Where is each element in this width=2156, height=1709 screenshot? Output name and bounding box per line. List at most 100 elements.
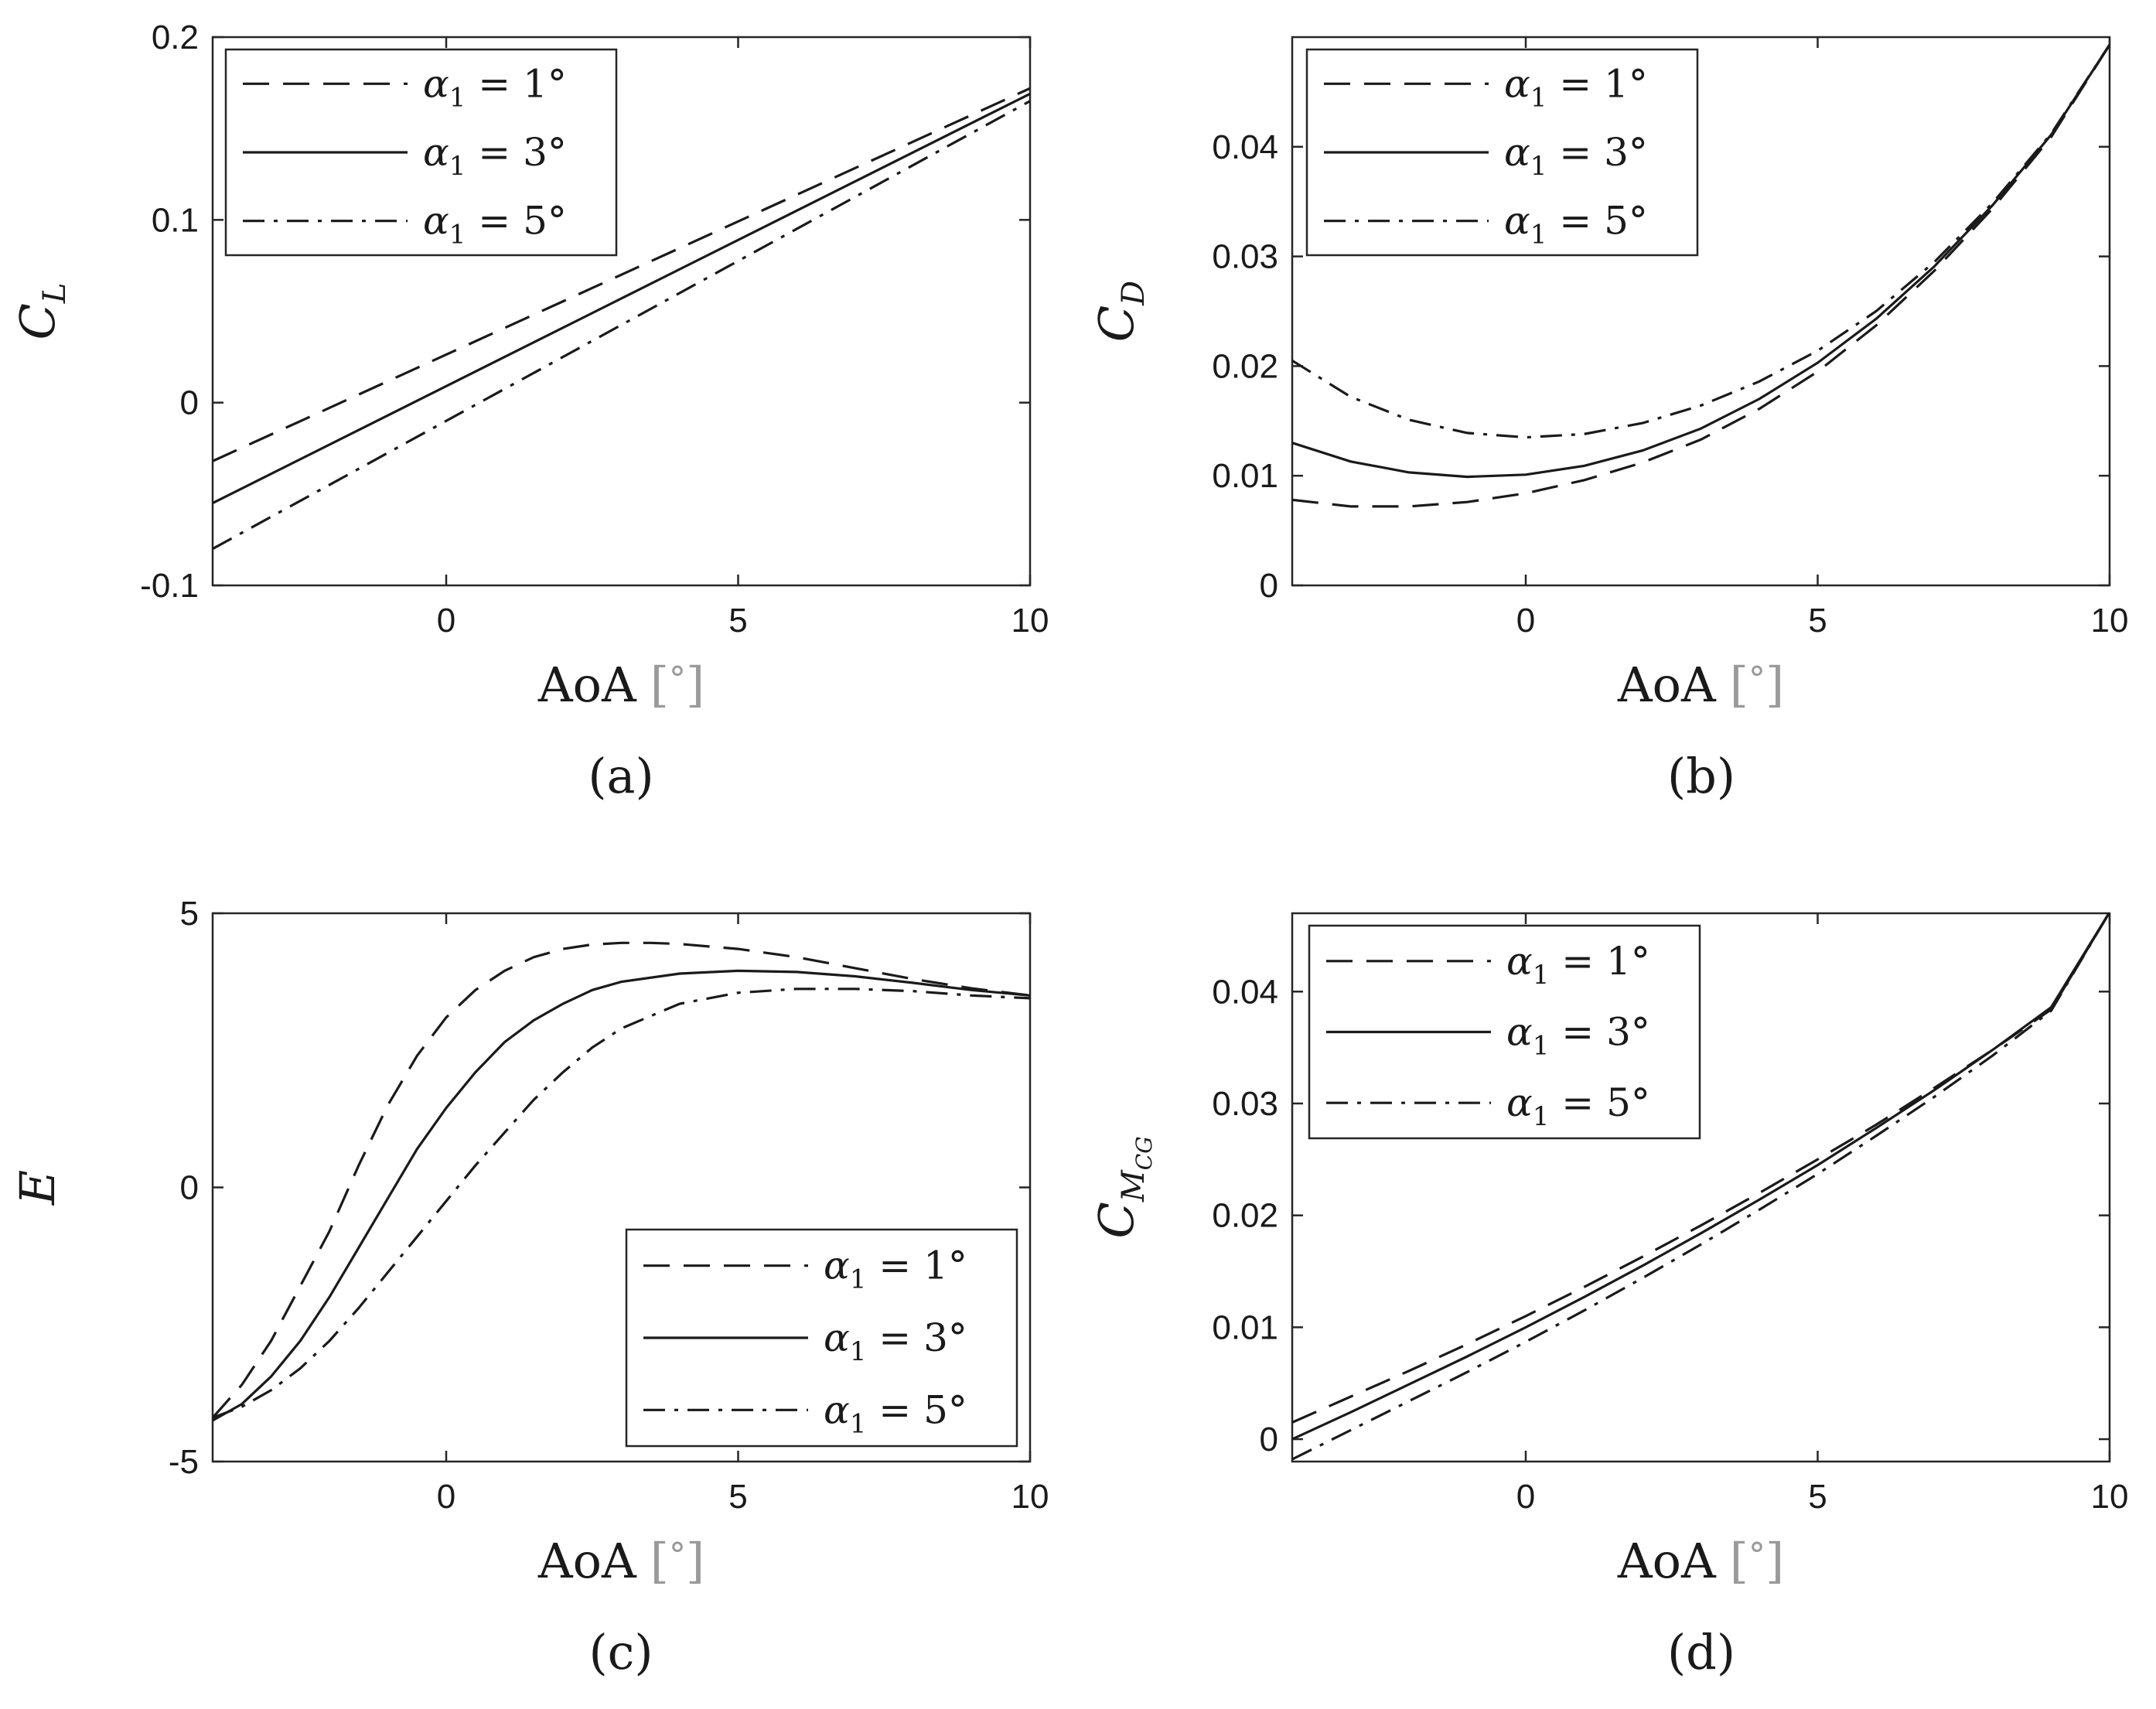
series-line-3 [213,988,1030,1419]
y-tick-label: 0 [180,1169,199,1207]
series-line-1 [213,87,1030,462]
legend: α1 = 1°α1 = 3°α1 = 5° [625,1228,1018,1448]
legend-alpha: α [423,199,449,244]
panel-caption: (b) [1667,748,1735,804]
y-tick-label: 0.2 [152,19,199,56]
y-label-main: E [9,1170,66,1206]
legend-alpha: α [1506,939,1533,984]
series-line-1 [213,941,1030,1419]
x-label-bracket-close: ] [1765,1533,1784,1589]
y-axis-label: CD [1088,281,1151,343]
legend-sub: 1 [1533,1101,1550,1132]
legend: α1 = 1°α1 = 3°α1 = 5° [1308,924,1701,1140]
legend-entry-3: α1 = 5° [1504,199,1648,251]
legend-entry-1: α1 = 1° [824,1243,967,1295]
y-tick-label: -0.1 [140,567,199,605]
x-label-main: AoA [1617,657,1717,713]
legend-sub: 1 [449,151,466,182]
panel-caption: (a) [588,748,653,804]
x-label-unit: ° [1748,1536,1765,1575]
legend-entry-1: α1 = 1° [1504,61,1648,113]
y-label-sub: M [1116,1169,1151,1202]
legend-entry-2: α1 = 3° [824,1315,967,1367]
x-label-bracket-close: ] [686,1533,704,1589]
legend-alpha: α [1504,61,1530,106]
legend-entry-3: α1 = 5° [423,199,567,251]
legend: α1 = 1°α1 = 3°α1 = 5° [1305,48,1699,257]
x-label-unit: ° [669,660,686,699]
series-line-3 [1292,913,2110,1461]
x-tick-label: 10 [1011,602,1049,640]
series-line-3 [1292,44,2110,439]
y-label-sub: L [37,282,73,304]
y-tick-label: 0.01 [1212,1308,1278,1346]
legend-alpha: α [1504,199,1530,244]
x-label-unit: ° [669,1536,686,1575]
y-label-main: C [1088,1202,1145,1238]
y-tick-label: 0.04 [1212,973,1278,1011]
x-tick-label: 10 [2091,602,2129,640]
legend-rest: = 5° [466,199,567,244]
x-tick-label: 0 [1516,602,1535,640]
legend-sub: 1 [1530,151,1547,182]
panel-a: 0 5 10-0.100.10.2α1 = 1°α1 = 3°α1 = 5°CLAo… [9,19,1049,804]
legend-alpha: α [824,1243,850,1288]
legend-rest: = 5° [1549,1080,1650,1125]
y-label-subsub: CG [1131,1136,1157,1170]
legend-entry-2: α1 = 3° [1506,1010,1650,1062]
y-tick-label: 0.01 [1212,457,1278,495]
series-line-2 [1292,913,2110,1441]
legend-entry-1: α1 = 1° [423,61,567,113]
legend-rest: = 1° [1547,61,1648,106]
series-group [213,941,1030,1422]
x-label-bracket-open: [ [650,1533,669,1589]
legend-alpha: α [824,1315,850,1360]
legend-rest: = 3° [1549,1010,1650,1055]
x-tick-label: 5 [1808,1478,1827,1516]
y-tick-label: 0 [1260,1421,1278,1458]
legend-entry-2: α1 = 3° [423,130,567,182]
x-tick-label: 0 [437,1478,455,1516]
x-label-bracket-close: ] [1765,657,1784,713]
legend-sub: 1 [449,220,466,251]
legend-rest: = 1° [866,1243,967,1288]
x-label-main: AoA [537,657,637,713]
x-label-main: AoA [537,1533,637,1589]
x-axis-label: AoA [°] [537,657,704,713]
legend-alpha: α [824,1387,850,1432]
y-tick-label: 0 [1260,567,1278,605]
legend-sub: 1 [850,1264,867,1295]
y-tick-label: 0 [180,384,199,422]
legend-rest: = 3° [466,130,567,175]
x-tick-label: 5 [1808,602,1827,640]
series-group [1292,913,2110,1461]
x-label-bracket-open: [ [1730,1533,1748,1589]
legend-alpha: α [1506,1010,1533,1055]
legend-sub: 1 [1533,960,1550,991]
y-label-main: C [9,303,66,339]
legend-rest: = 3° [1547,130,1648,175]
legend-rest: = 5° [1547,199,1648,244]
x-axis-label: AoA [°] [1617,1533,1784,1589]
x-tick-label: 5 [728,602,747,640]
x-label-bracket-open: [ [1730,657,1748,713]
x-tick-label: 0 [1516,1478,1535,1516]
legend-alpha: α [423,61,449,106]
legend-entry-2: α1 = 3° [1504,130,1648,182]
legend-rest: = 5° [866,1387,967,1432]
y-tick-label: -5 [169,1443,199,1481]
y-axis-label: CL [9,282,73,339]
legend-rest: = 1° [466,61,567,106]
legend: α1 = 1°α1 = 3°α1 = 5° [224,48,618,257]
y-tick-label: 0.04 [1212,128,1278,166]
legend-rest: = 3° [866,1315,967,1360]
series-line-2 [213,92,1030,505]
legend-sub: 1 [850,1336,867,1367]
y-tick-label: 0.02 [1212,1197,1278,1235]
y-tick-label: 0.03 [1212,238,1278,276]
series-group [1292,44,2110,508]
panel-caption: (d) [1667,1624,1735,1680]
x-axis-label: AoA [°] [1617,657,1784,713]
x-tick-label: 5 [728,1478,747,1516]
